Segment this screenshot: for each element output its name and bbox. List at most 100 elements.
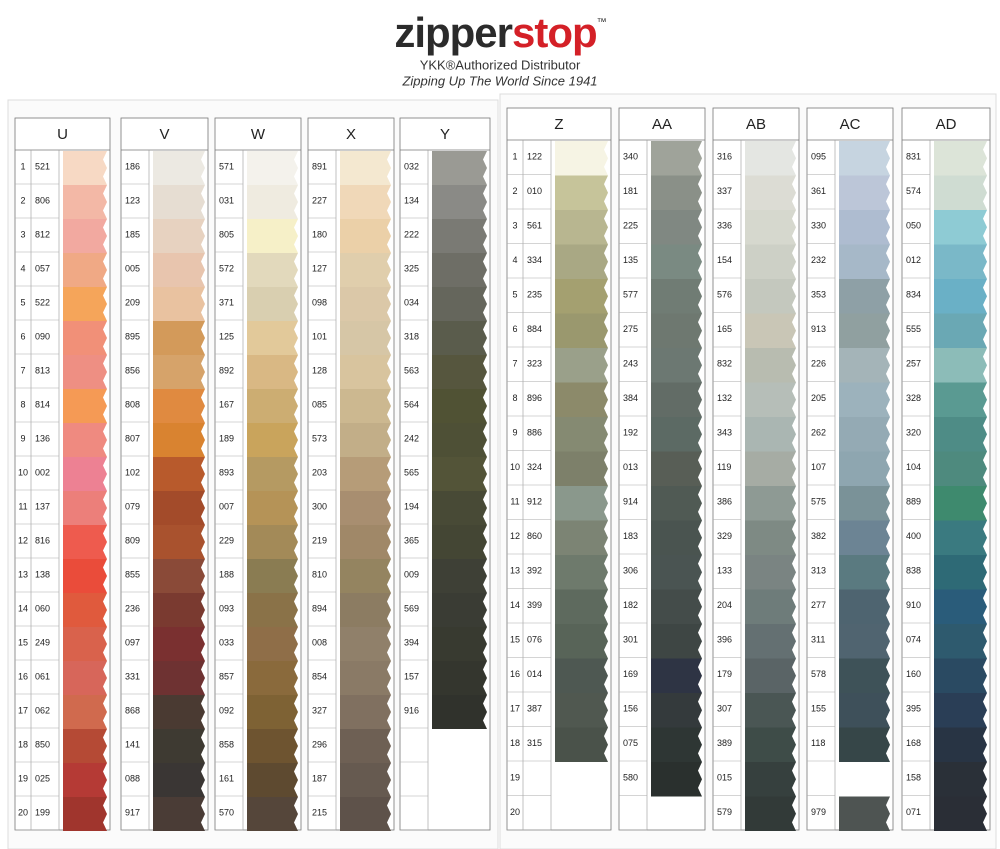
color-code: 062: [35, 705, 50, 715]
row-number: 20: [510, 807, 520, 817]
swatch: [153, 253, 205, 287]
color-code: 325: [404, 263, 419, 273]
swatch: [839, 382, 890, 417]
swatch: [745, 727, 796, 762]
column-label: W: [251, 126, 266, 143]
swatch: [153, 627, 205, 661]
swatch: [247, 729, 298, 763]
color-code: 327: [312, 705, 327, 715]
color-code: 102: [125, 467, 140, 477]
color-code: 979: [811, 807, 826, 817]
row-number: 10: [510, 462, 520, 472]
swatch: [934, 348, 987, 383]
swatch: [651, 382, 702, 417]
color-code: 889: [906, 497, 921, 507]
color-code: 382: [811, 531, 826, 541]
swatch: [745, 486, 796, 521]
color-code: 188: [219, 569, 234, 579]
swatch: [745, 210, 796, 245]
swatch: [555, 658, 608, 693]
swatch: [153, 491, 205, 525]
swatch: [651, 313, 702, 348]
swatch: [247, 253, 298, 287]
color-code: 860: [527, 531, 542, 541]
swatch: [340, 321, 391, 355]
color-code: 564: [404, 399, 419, 409]
color-code: 807: [125, 433, 140, 443]
row-number: 1: [20, 161, 25, 171]
logo: zipperstop™: [394, 9, 605, 56]
color-code: 012: [906, 255, 921, 265]
row-number: 1: [512, 152, 517, 162]
color-code: 104: [906, 462, 921, 472]
swatch: [340, 627, 391, 661]
color-code: 161: [219, 773, 234, 783]
color-code: 389: [717, 738, 732, 748]
swatch: [651, 727, 702, 762]
row-number: 8: [512, 393, 517, 403]
color-code: 128: [312, 365, 327, 375]
color-code: 182: [623, 600, 638, 610]
swatch: [934, 796, 987, 831]
color-code: 361: [811, 186, 826, 196]
color-code: 340: [623, 152, 638, 162]
color-code: 328: [906, 393, 921, 403]
swatch: [555, 141, 608, 176]
color-code: 329: [717, 531, 732, 541]
swatch: [745, 589, 796, 624]
color-code: 015: [717, 773, 732, 783]
color-code: 008: [312, 637, 327, 647]
swatch: [839, 486, 890, 521]
color-code: 576: [717, 290, 732, 300]
swatch: [651, 693, 702, 728]
color-code: 569: [404, 603, 419, 613]
swatch: [63, 219, 107, 253]
swatch: [745, 555, 796, 590]
color-code: 300: [312, 501, 327, 511]
row-number: 17: [510, 704, 520, 714]
swatch: [651, 348, 702, 383]
swatch: [934, 313, 987, 348]
tagline: Zipping Up The World Since 1941: [401, 73, 597, 88]
logo-right: stop: [512, 9, 597, 56]
color-code: 318: [404, 331, 419, 341]
row-number: 12: [18, 535, 28, 545]
swatch: [63, 729, 107, 763]
color-code: 097: [125, 637, 140, 647]
swatch: [651, 141, 702, 176]
color-code: 127: [312, 263, 327, 273]
color-code: 857: [219, 671, 234, 681]
swatch: [555, 210, 608, 245]
swatch: [63, 423, 107, 457]
color-code: 577: [623, 290, 638, 300]
swatch: [651, 175, 702, 210]
color-code: 183: [623, 531, 638, 541]
color-code: 194: [404, 501, 419, 511]
color-code: 118: [811, 738, 825, 748]
row-number: 16: [510, 669, 520, 679]
swatch: [934, 762, 987, 797]
swatch: [63, 355, 107, 389]
swatch: [934, 244, 987, 279]
column-label: Y: [440, 126, 450, 143]
swatch: [247, 559, 298, 593]
color-code: 262: [811, 428, 826, 438]
color-code: 832: [717, 359, 732, 369]
color-code: 884: [527, 324, 542, 334]
swatch: [839, 520, 890, 555]
color-code: 522: [35, 297, 50, 307]
color-code: 916: [404, 705, 419, 715]
row-number: 6: [20, 331, 25, 341]
swatch: [934, 382, 987, 417]
column-label: AD: [936, 116, 957, 133]
column-label: X: [346, 126, 356, 143]
swatch: [247, 185, 298, 219]
color-code: 579: [717, 807, 732, 817]
color-code: 570: [219, 807, 234, 817]
swatch: [934, 141, 987, 176]
swatch: [432, 457, 487, 491]
row-number: 4: [512, 255, 517, 265]
color-code: 010: [527, 186, 542, 196]
swatch: [839, 796, 890, 831]
swatch: [651, 658, 702, 693]
